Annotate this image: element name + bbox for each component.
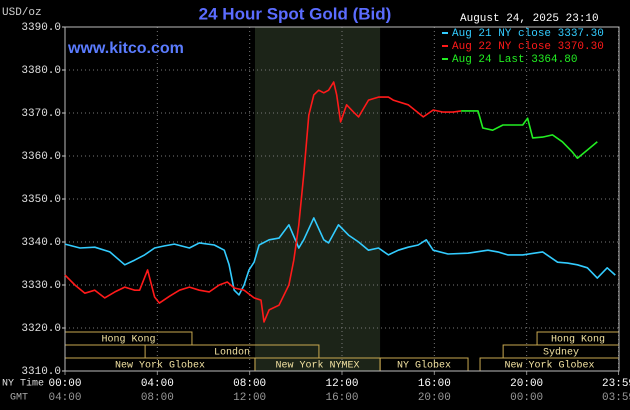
- x-tick-label: 23:59: [602, 378, 630, 390]
- series-line: [64, 81, 462, 323]
- x2-tick-label: 08:00: [141, 392, 174, 404]
- x-tick-label: 04:00: [141, 378, 174, 390]
- session-label: Hong Kong: [551, 335, 605, 346]
- y-tick-label: 3330.0: [21, 280, 61, 292]
- timestamp: August 24, 2025 23:10: [460, 13, 599, 25]
- y-tick-label: 3370.0: [21, 108, 61, 120]
- session-label: Sydney: [543, 347, 579, 359]
- unit-label: USD/oz: [2, 7, 42, 19]
- chart-title: 24 Hour Spot Gold (Bid): [199, 4, 392, 23]
- x2-tick-label: 00:00: [510, 392, 543, 404]
- x2-tick-label: 16:00: [325, 392, 358, 404]
- y-tick-label: 3390.0: [21, 22, 61, 34]
- x2-tick-label: 20:00: [418, 392, 451, 404]
- x-tick-label: 12:00: [325, 378, 358, 390]
- x-tick-label: 08:00: [233, 378, 266, 390]
- y-tick-label: 3340.0: [21, 237, 61, 249]
- session-label: New York NYMEX: [276, 360, 360, 372]
- x-row-label: NY Time: [2, 378, 44, 390]
- x-tick-label: 16:00: [418, 378, 451, 390]
- x-tick-label: 20:00: [510, 378, 543, 390]
- y-tick-label: 3320.0: [21, 323, 61, 335]
- session-label: London: [214, 347, 250, 359]
- x2-tick-label: 12:00: [233, 392, 266, 404]
- x2-tick-label: 04:00: [48, 392, 81, 404]
- x2-row-label: GMT: [10, 393, 28, 404]
- x-tick-label: 00:00: [48, 378, 81, 390]
- legend-label: Aug 24 Last 3364.80: [452, 54, 577, 66]
- y-tick-label: 3380.0: [21, 65, 61, 77]
- session-label: Hong Kong: [101, 335, 155, 346]
- legend-label: Aug 21 NY close 3337.30: [452, 28, 604, 40]
- legend-label: Aug 22 NY close 3370.30: [452, 41, 604, 53]
- y-tick-label: 3360.0: [21, 151, 61, 163]
- website: www.kitco.com: [67, 40, 184, 57]
- session-label: NY Globex: [397, 360, 451, 372]
- plot-frame: [64, 26, 620, 372]
- y-tick-label: 3350.0: [21, 194, 61, 206]
- y-tick-label: 3310.0: [21, 366, 61, 378]
- session-label: New York Globex: [115, 360, 205, 372]
- series-line: [64, 217, 616, 296]
- session-label: New York Globex: [505, 360, 595, 372]
- series-line: [461, 110, 598, 159]
- x2-tick-label: 03:59: [602, 392, 630, 404]
